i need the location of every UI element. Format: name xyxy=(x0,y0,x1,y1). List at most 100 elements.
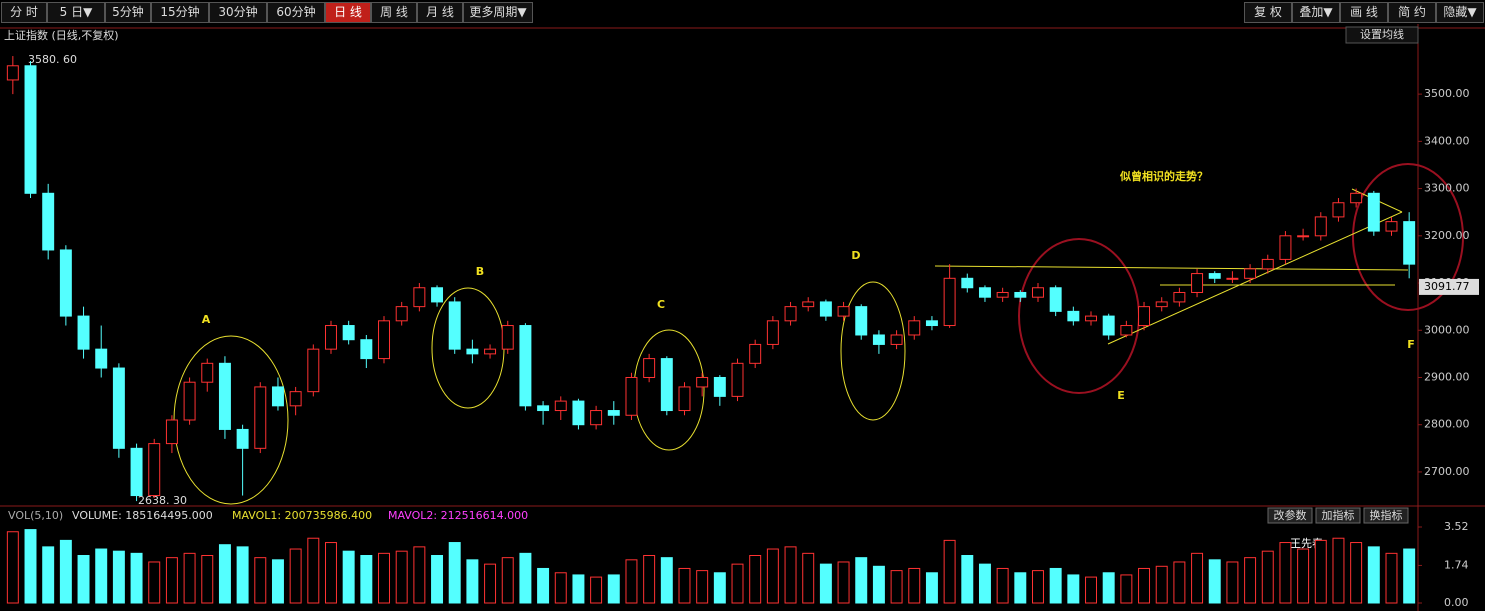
volume-bar xyxy=(713,572,726,604)
toolbar-button[interactable]: 5 日▼ xyxy=(47,2,105,23)
headline: 似曾相识的走势？ xyxy=(1119,169,1208,183)
volume-bar xyxy=(1173,561,1186,604)
volume-bar xyxy=(1279,542,1292,604)
toolbar-button[interactable]: 5分钟 xyxy=(105,2,151,23)
toolbar-button[interactable]: 分 时 xyxy=(1,2,47,23)
volume-bar xyxy=(413,546,426,604)
volume-bar xyxy=(254,557,267,604)
toolbar-button[interactable]: 画 线 xyxy=(1340,2,1388,23)
volume-bar xyxy=(908,567,921,604)
volume-bar xyxy=(1226,561,1239,604)
candle-body xyxy=(1067,310,1080,322)
toolbar-button[interactable]: 月 线 xyxy=(417,2,463,23)
candle-body xyxy=(201,362,214,383)
toolbar-button[interactable]: 叠加▼ xyxy=(1292,2,1340,23)
volume-bar xyxy=(1208,559,1221,604)
indicator-button[interactable] xyxy=(1363,507,1409,524)
candle-body xyxy=(749,343,762,364)
indicator-button[interactable] xyxy=(1267,507,1313,524)
ma-button-label[interactable]: 设置均线 xyxy=(1360,27,1404,41)
volume-bar xyxy=(1155,565,1168,604)
candle-body xyxy=(1120,325,1133,336)
candle-body xyxy=(572,400,585,426)
toolbar-button[interactable]: 隐藏▼ xyxy=(1436,2,1484,23)
volume-bar xyxy=(1049,567,1062,604)
volume-bar xyxy=(1085,576,1097,604)
candle-body xyxy=(1208,273,1221,279)
candle-body xyxy=(837,306,850,317)
candle-body xyxy=(961,277,974,289)
toolbar-button[interactable]: 日 线 xyxy=(325,2,371,23)
y-tick-label: 3300.00 xyxy=(1424,182,1470,195)
high-label: 3580. 60 xyxy=(28,53,77,66)
volume-bar xyxy=(572,574,585,604)
y-tick-label: 2700.00 xyxy=(1424,465,1470,478)
volume-bar xyxy=(307,537,320,604)
volume-bar xyxy=(1332,537,1345,604)
volume-bar xyxy=(519,552,532,604)
candle-body xyxy=(431,287,444,303)
toolbar-button[interactable]: 复 权 xyxy=(1244,2,1292,23)
volume-bar xyxy=(802,552,815,604)
indicator-button[interactable] xyxy=(1315,507,1361,524)
volume-bar xyxy=(696,570,709,604)
candle-body xyxy=(1350,192,1363,204)
candle-body xyxy=(95,348,108,369)
indicator-button-label[interactable]: 换指标 xyxy=(1370,508,1403,522)
mavol1-text: MAVOL1: 200735986.400 xyxy=(232,509,372,522)
toolbar-button[interactable]: 周 线 xyxy=(371,2,417,23)
volume-bar xyxy=(554,572,567,604)
volume-bar xyxy=(731,563,744,604)
candle-body xyxy=(6,65,19,81)
annotation: D xyxy=(851,249,860,262)
candle-body xyxy=(165,419,178,445)
volume-bar xyxy=(1138,567,1151,604)
volume-bar xyxy=(95,548,108,604)
candle-body xyxy=(378,320,390,360)
candle-body xyxy=(1085,315,1097,322)
y-tick-label: 3.52 xyxy=(1444,520,1469,533)
candle-body xyxy=(1226,277,1239,280)
volume-bar xyxy=(130,552,143,604)
candle-body xyxy=(802,301,815,308)
volume-bar xyxy=(1244,557,1257,604)
volume-bar xyxy=(660,557,673,604)
indicator-button-label[interactable]: 改参数 xyxy=(1274,508,1307,522)
candle-body xyxy=(466,348,479,355)
candle-body xyxy=(413,287,426,308)
candle-body xyxy=(643,358,656,378)
candle-body xyxy=(1332,202,1345,218)
volume-bar xyxy=(360,555,373,604)
vol-label: VOL(5,10) xyxy=(8,509,63,522)
toolbar-button[interactable]: 15分钟 xyxy=(151,2,209,23)
annotation: E xyxy=(1117,389,1125,402)
candle-body xyxy=(307,348,320,393)
toolbar-button[interactable]: 简 约 xyxy=(1388,2,1436,23)
chart: 上证指数 (日线,不复权) 设置均线 3580. 60 2638. 30 A B… xyxy=(0,24,1485,611)
volume-bar xyxy=(6,531,19,604)
candle-body xyxy=(607,410,620,416)
volume-bar xyxy=(1014,572,1027,604)
volume-bar xyxy=(342,550,355,604)
watermark: 王先春 xyxy=(1290,537,1323,550)
candle-body xyxy=(554,400,567,412)
candle-body xyxy=(1261,258,1274,270)
volume-bar xyxy=(961,555,974,604)
volume-bar xyxy=(448,542,461,604)
toolbar-button[interactable]: 30分钟 xyxy=(209,2,267,23)
volume-bar xyxy=(855,557,868,604)
candle-body xyxy=(130,447,143,497)
chart-title: 上证指数 (日线,不复权) xyxy=(4,28,119,42)
candle-body xyxy=(1032,287,1044,298)
y-tick-label: 2800.00 xyxy=(1424,418,1470,431)
volume-bar xyxy=(1314,539,1327,604)
toolbar-button[interactable]: 60分钟 xyxy=(267,2,325,23)
ma-button[interactable] xyxy=(1345,26,1419,44)
volume-bar xyxy=(1120,574,1133,604)
last-price: 3091.77 xyxy=(1424,280,1470,293)
y-tick-label: 0.00 xyxy=(1444,596,1469,609)
toolbar-button[interactable]: 更多周期▼ xyxy=(463,2,533,23)
indicator-button-label[interactable]: 加指标 xyxy=(1322,508,1355,522)
annotation-shapes xyxy=(173,163,1464,505)
